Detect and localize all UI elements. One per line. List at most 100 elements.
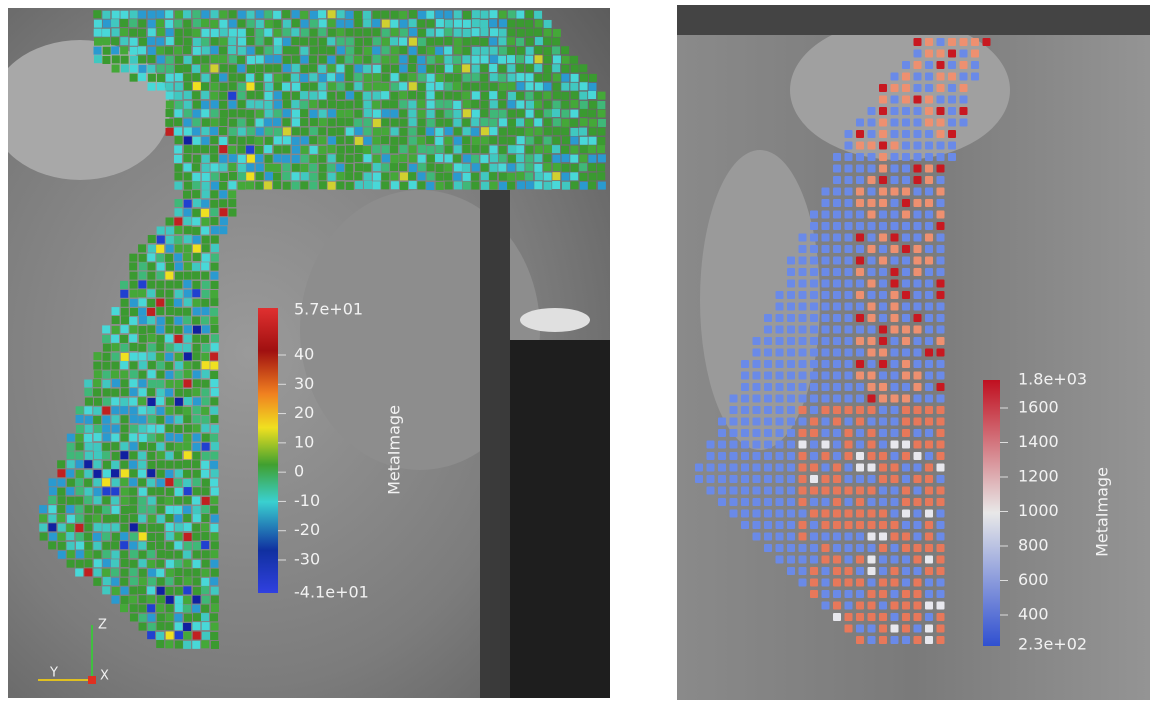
voxel <box>210 290 218 298</box>
voxel <box>76 550 84 558</box>
voxel <box>363 146 371 154</box>
voxel <box>925 211 933 219</box>
voxel <box>937 38 945 46</box>
voxel <box>822 441 830 449</box>
voxel <box>354 110 362 118</box>
voxel <box>202 479 210 487</box>
voxel <box>364 74 372 82</box>
voxel <box>822 498 830 506</box>
voxel <box>211 182 219 190</box>
voxel <box>363 92 371 100</box>
voxel <box>219 163 227 171</box>
voxel <box>845 406 853 414</box>
voxel <box>165 514 173 522</box>
voxel <box>833 199 841 207</box>
voxel <box>102 532 110 540</box>
voxel <box>364 181 372 189</box>
voxel <box>210 371 218 379</box>
voxel <box>833 556 841 564</box>
voxel <box>211 236 219 244</box>
voxel <box>210 154 218 162</box>
voxel <box>856 567 864 575</box>
voxel <box>507 74 515 82</box>
voxel <box>264 145 272 153</box>
voxel <box>102 506 110 514</box>
voxel <box>193 506 201 514</box>
voxel <box>148 28 156 36</box>
voxel <box>937 360 945 368</box>
voxel <box>300 101 308 109</box>
voxel <box>292 118 300 126</box>
colorbar-tick-label: 30 <box>294 374 314 393</box>
voxel <box>427 172 435 180</box>
voxel <box>868 418 876 426</box>
voxel <box>822 349 830 357</box>
voxel <box>925 429 933 437</box>
voxel <box>776 464 784 472</box>
voxel <box>319 118 327 126</box>
voxel <box>948 96 956 104</box>
voxel <box>346 182 354 190</box>
voxel <box>85 398 93 406</box>
voxel <box>238 128 246 136</box>
voxel <box>776 487 784 495</box>
voxel <box>879 602 887 610</box>
voxel <box>799 452 807 460</box>
voxel <box>937 222 945 230</box>
voxel <box>741 418 749 426</box>
voxel <box>174 299 182 307</box>
voxel <box>879 613 887 621</box>
voxel <box>925 383 933 391</box>
voxel <box>229 65 237 73</box>
voxel <box>868 372 876 380</box>
voxel <box>525 119 533 127</box>
voxel <box>409 19 417 27</box>
voxel <box>318 155 326 163</box>
colorbar-title: MetaImage <box>1093 467 1112 557</box>
voxel <box>868 602 876 610</box>
voxel <box>561 110 569 118</box>
voxel <box>166 281 174 289</box>
voxel <box>219 101 227 109</box>
voxel <box>210 190 218 198</box>
voxel <box>148 235 156 243</box>
voxel <box>891 567 899 575</box>
voxel <box>156 19 164 27</box>
voxel <box>201 353 209 361</box>
voxel <box>265 55 273 63</box>
voxel <box>156 541 164 549</box>
voxel <box>363 28 371 36</box>
voxel <box>282 83 290 91</box>
voxel <box>301 83 309 91</box>
voxel <box>914 222 922 230</box>
voxel <box>193 101 201 109</box>
voxel <box>319 74 327 82</box>
voxel <box>937 50 945 58</box>
voxel <box>544 20 552 28</box>
voxel <box>856 521 864 529</box>
voxel <box>310 11 318 19</box>
voxel <box>454 29 462 37</box>
voxel <box>174 308 182 316</box>
voxel <box>534 164 542 172</box>
voxel <box>902 636 910 644</box>
voxel <box>157 515 165 523</box>
voxel <box>111 37 119 45</box>
voxel <box>436 145 444 153</box>
voxel <box>75 514 83 522</box>
voxel <box>265 137 273 145</box>
voxel <box>363 164 371 172</box>
voxel <box>85 416 93 424</box>
voxel <box>166 596 174 604</box>
voxel <box>211 425 219 433</box>
voxel <box>552 172 560 180</box>
voxel <box>48 515 56 523</box>
voxel <box>193 326 201 334</box>
voxel <box>833 257 841 265</box>
voxel <box>588 145 596 153</box>
voxel <box>535 172 543 180</box>
voxel <box>57 505 65 513</box>
voxel <box>300 91 308 99</box>
voxel <box>184 209 192 217</box>
voxel <box>445 74 453 82</box>
